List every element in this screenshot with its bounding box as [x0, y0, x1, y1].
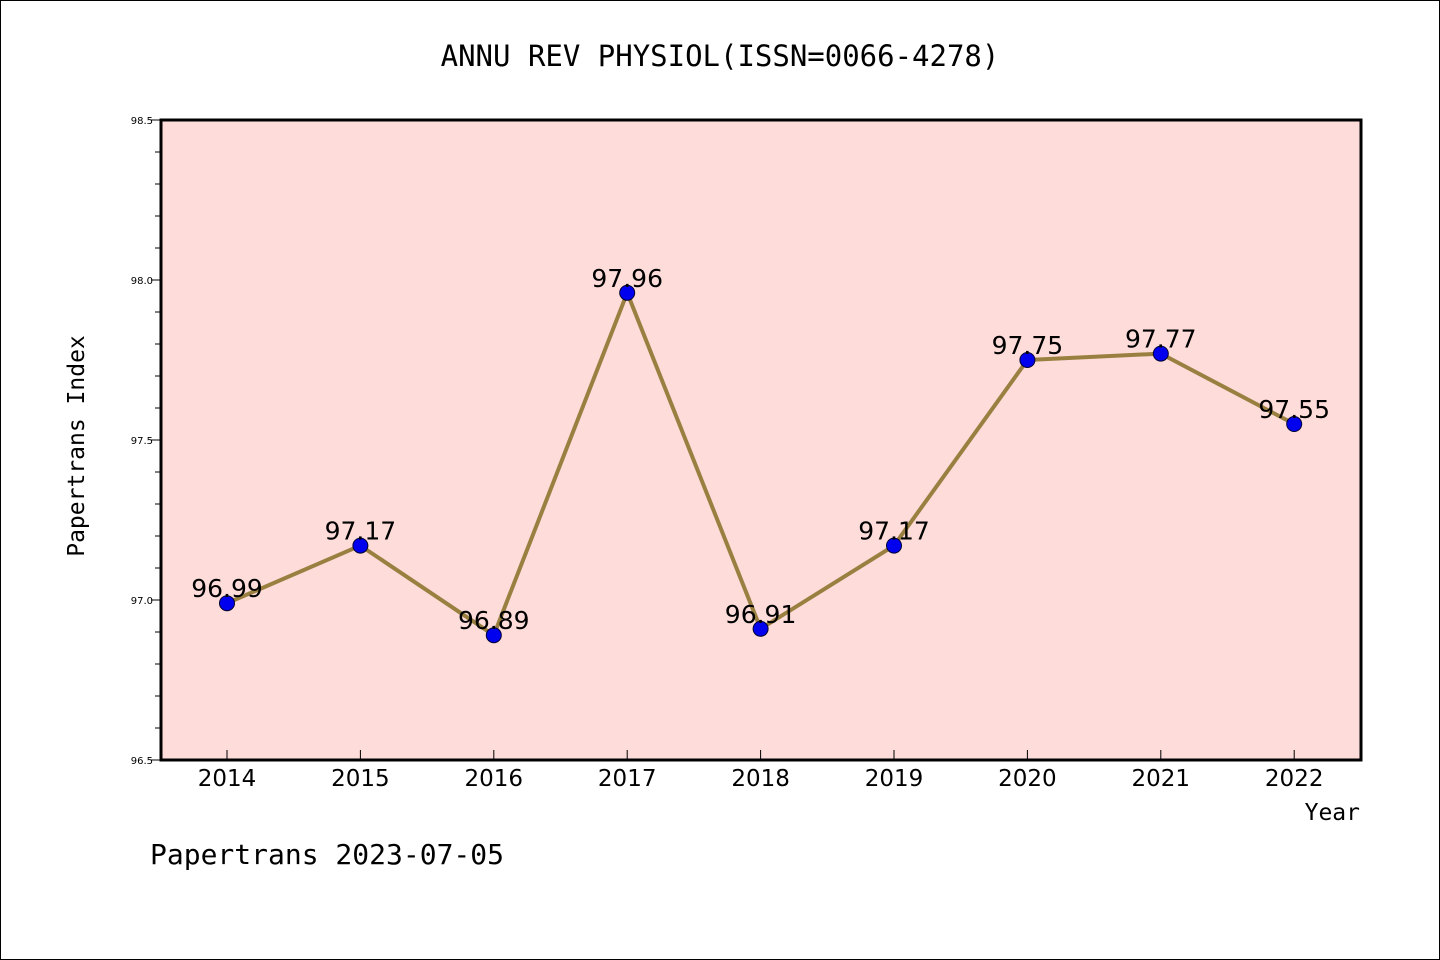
- data-point: [352, 537, 369, 554]
- plot-border: [159, 118, 1363, 762]
- y-tick-label: 97.5: [131, 436, 153, 447]
- x-tick-label: 2017: [598, 766, 657, 792]
- x-tick-label: 2016: [465, 766, 524, 792]
- data-label: 96.99: [191, 574, 263, 603]
- data-label: 96.89: [458, 606, 530, 635]
- y-tick-label: 96.5: [131, 756, 153, 767]
- y-tick-label: 98.0: [131, 276, 153, 287]
- data-label: 97.55: [1258, 395, 1330, 424]
- x-tick-label: 2020: [998, 766, 1057, 792]
- y-axis: 96.5 97.0 97.5 98.0 98.5: [131, 116, 161, 767]
- data-point: [619, 284, 636, 301]
- plot-area: [161, 120, 1361, 760]
- data-point: [1019, 352, 1036, 368]
- x-axis: 2014 2015 2016 2017 2018 2019 2020 2021 2022: [198, 750, 1324, 792]
- data-point: [485, 627, 502, 644]
- data-label: 97.96: [591, 264, 663, 293]
- y-axis-label: Papertrans Index: [64, 335, 90, 557]
- y-tick-label: 97.0: [131, 596, 153, 607]
- x-tick-label: 2019: [865, 766, 924, 792]
- data-labels: 96.99 97.17 96.89 97.96 96.91 97.17 97.75 97.77…: [191, 264, 1330, 635]
- data-point: [1152, 345, 1169, 362]
- data-label: 97.75: [992, 331, 1064, 360]
- x-tick-label: 2014: [198, 766, 257, 792]
- data-point: [219, 595, 235, 612]
- x-tick-label: 2022: [1265, 766, 1324, 792]
- chart-title: ANNU REV PHYSIOL(ISSN=0066-4278): [441, 39, 1000, 73]
- data-point: [886, 537, 902, 554]
- x-tick-label: 2021: [1132, 766, 1191, 792]
- y-tick-label: 98.5: [131, 116, 153, 127]
- data-points: [219, 284, 1303, 644]
- data-label: 97.77: [1125, 325, 1197, 354]
- footer-credit: Papertrans 2023-07-05: [150, 838, 504, 871]
- data-label: 97.17: [325, 517, 397, 546]
- x-axis-label: Year: [1305, 800, 1360, 826]
- data-label: 97.17: [858, 517, 930, 546]
- x-tick-label: 2015: [331, 766, 390, 792]
- data-label: 96.91: [725, 600, 797, 629]
- data-point: [1286, 416, 1303, 432]
- data-point: [752, 620, 769, 637]
- x-tick-label: 2018: [731, 766, 790, 792]
